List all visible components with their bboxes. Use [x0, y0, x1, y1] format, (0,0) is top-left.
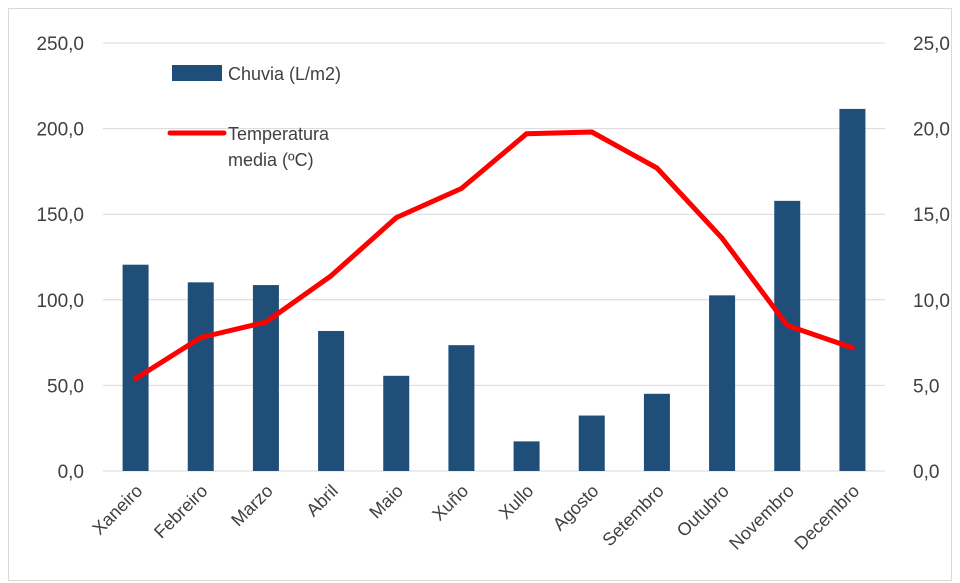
gridlines: [103, 42, 885, 472]
rain-bar: [383, 375, 410, 471]
rain-bar: [448, 345, 475, 471]
rain-bar: [709, 295, 736, 471]
category-label: Outubro: [673, 481, 733, 541]
rain-bar: [122, 264, 149, 471]
left-tick-label: 150,0: [36, 205, 84, 226]
category-label: Febreiro: [150, 481, 212, 543]
rain-bar: [513, 441, 540, 471]
legend-label-temperature: media (ºC): [228, 150, 314, 170]
chart-frame: [8, 8, 952, 581]
category-labels: Xaneiro Febreiro Marzo Abril Maio Xuño Xullo Ag…: [88, 481, 863, 554]
left-tick-label: 100,0: [36, 291, 84, 312]
right-tick-label: 20,0: [913, 120, 950, 141]
category-label: Xuño: [428, 481, 472, 525]
left-tick-label: 50,0: [47, 376, 84, 397]
left-tick-label: 0,0: [58, 462, 84, 483]
rain-bar: [187, 282, 214, 471]
category-label: Xaneiro: [88, 481, 146, 539]
rain-bar: [839, 108, 866, 472]
category-label: Marzo: [227, 481, 277, 531]
rain-bar: [318, 330, 345, 471]
category-label: Abril: [302, 481, 342, 521]
right-tick-label: 25,0: [913, 34, 950, 55]
legend-swatch-rain: [172, 65, 222, 81]
right-tick-label: 5,0: [913, 376, 939, 397]
rain-bar: [774, 200, 801, 471]
right-tick-label: 0,0: [913, 462, 939, 483]
rain-bars: [122, 108, 866, 472]
rain-bar: [578, 415, 605, 471]
category-label: Agosto: [549, 481, 603, 535]
left-tick-label: 250,0: [36, 34, 84, 55]
category-label: Decembro: [790, 481, 863, 554]
category-label: Setembro: [598, 481, 667, 550]
rain-bar: [643, 393, 670, 471]
category-label: Xullo: [495, 481, 537, 523]
legend-label-rain: Chuvia (L/m2): [228, 64, 341, 84]
temperature-polyline: [133, 129, 855, 382]
right-tick-label: 15,0: [913, 205, 950, 226]
temperature-line: [133, 129, 855, 382]
category-label: Maio: [365, 481, 407, 523]
legend-label-temperature: Temperatura: [228, 124, 330, 144]
left-tick-label: 200,0: [36, 120, 84, 141]
category-label: Novembro: [725, 481, 798, 554]
right-tick-label: 10,0: [913, 291, 950, 312]
right-axis-ticks: 0,0 5,0 10,0 15,0 20,0 25,0: [913, 34, 950, 483]
left-axis-ticks: 0,0 50,0 100,0 150,0 200,0 250,0: [36, 34, 84, 483]
legend: Chuvia (L/m2) Temperatura media (ºC): [167, 64, 341, 170]
